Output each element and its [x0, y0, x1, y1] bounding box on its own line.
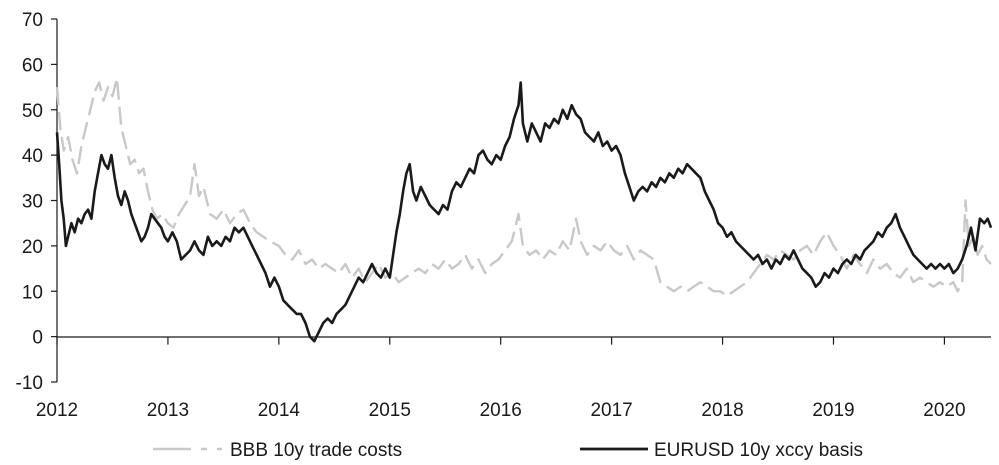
x-tick-label: 2012 [36, 400, 78, 421]
y-tick-label: 70 [22, 10, 43, 31]
x-tick-label: 2017 [590, 400, 632, 421]
y-tick-label: 20 [22, 237, 43, 258]
y-tick-label: 10 [22, 282, 43, 303]
y-tick-label: 40 [22, 146, 43, 167]
series-layer [55, 76, 993, 343]
y-tick-label: 60 [22, 55, 43, 76]
y-tick-label: 50 [22, 101, 43, 122]
series-line-bbb-trade-costs [55, 76, 992, 297]
legend: BBB 10y trade costs EURUSD 10y xccy basis [153, 440, 863, 461]
x-tick-label: 2013 [147, 400, 189, 421]
legend-label-eurusd-xccy-basis: EURUSD 10y xccy basis [654, 440, 863, 461]
legend-label-bbb-trade-costs: BBB 10y trade costs [230, 440, 402, 461]
y-tick-label: -10 [16, 373, 43, 394]
x-tick-label: 2016 [480, 400, 522, 421]
y-tick-label: 0 [32, 328, 43, 349]
x-axis-ticks: 2012 2013 2014 2015 2016 2017 2018 2019 2020 [36, 336, 966, 421]
y-tick-label: 30 [22, 192, 43, 213]
x-tick-label: 2020 [923, 400, 965, 421]
x-tick-label: 2019 [812, 400, 854, 421]
x-tick-label: 2018 [701, 400, 743, 421]
x-tick-label: 2014 [258, 400, 301, 421]
series-line-eurusd-xccy-basis [55, 81, 993, 343]
y-axis-ticks: -10 0 10 20 30 40 50 60 70 [16, 10, 57, 394]
x-tick-label: 2015 [369, 400, 411, 421]
